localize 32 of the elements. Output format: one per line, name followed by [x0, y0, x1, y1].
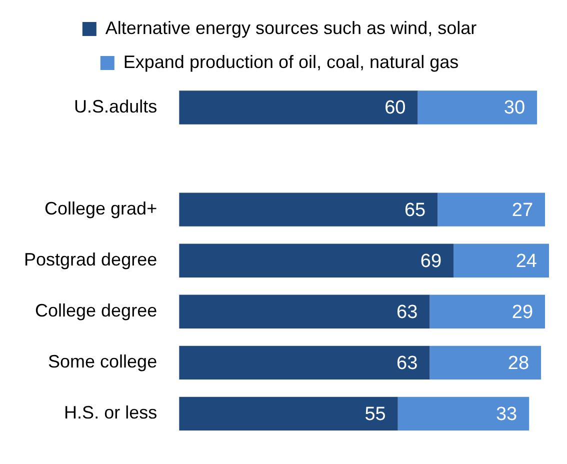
data-label: 63 — [396, 352, 418, 374]
bar — [179, 294, 430, 328]
legend-label: Alternative energy sources such as wind, solar — [105, 18, 477, 38]
bar — [179, 192, 438, 226]
legend-label: Expand production of oil, coal, natural gas — [123, 52, 459, 72]
bar — [179, 244, 454, 278]
y-tick-label: College degree — [35, 300, 158, 321]
data-label: 69 — [420, 250, 442, 272]
bar — [454, 244, 549, 278]
data-label: 60 — [384, 98, 406, 119]
y-tick-label: Postgrad degree — [24, 250, 158, 270]
data-label: 30 — [504, 98, 526, 119]
data-label: 28 — [508, 352, 530, 374]
bar — [438, 192, 546, 226]
bar — [398, 396, 530, 431]
data-label: 24 — [516, 250, 538, 272]
data-label: 27 — [512, 200, 534, 221]
data-label: 63 — [396, 302, 418, 323]
y-tick-label: U.S.adults — [74, 96, 158, 116]
data-label: 55 — [364, 404, 386, 425]
data-label: 65 — [404, 200, 426, 221]
bar — [430, 294, 546, 328]
bar — [179, 90, 418, 124]
bar — [179, 396, 398, 431]
data-label: 29 — [512, 302, 534, 323]
y-tick-label: Some college — [48, 352, 158, 372]
data-label: 33 — [496, 404, 518, 425]
bar — [430, 346, 542, 380]
y-tick-label: H.S. or less — [64, 402, 158, 423]
bar — [418, 90, 538, 124]
y-tick-label: College grad+ — [44, 198, 158, 219]
bar — [179, 346, 430, 380]
